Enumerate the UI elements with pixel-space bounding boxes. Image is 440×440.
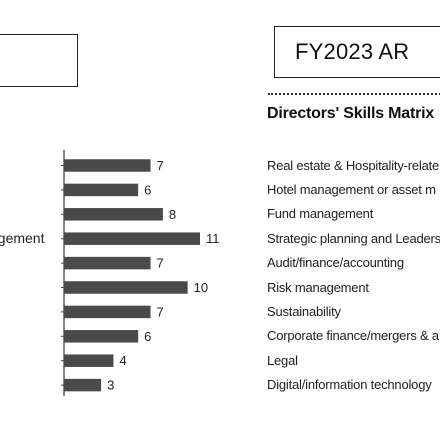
bar-value-label: 6 <box>144 182 151 197</box>
skill-label: Real estate & Hospitality-relate <box>267 157 440 173</box>
skill-label: Sustainability <box>267 303 341 319</box>
bar-value-label: 6 <box>144 329 151 344</box>
skills-matrix-title: Directors' Skills Matrix <box>267 105 435 122</box>
bar <box>64 354 114 367</box>
bar-value-label: 7 <box>157 158 164 173</box>
bar <box>64 281 188 294</box>
bar <box>64 183 139 197</box>
bar <box>64 256 151 270</box>
bar-value-label: 11 <box>206 231 220 246</box>
bar-value-label: 10 <box>194 280 208 295</box>
skill-label: Hotel management or asset m <box>267 181 436 197</box>
report-label-box: FY2023 AR <box>274 26 440 78</box>
dotted-divider <box>268 93 440 95</box>
skill-label: Audit/finance/accounting <box>267 255 404 271</box>
skill-label: Legal <box>267 352 298 368</box>
bar <box>64 232 200 245</box>
bar <box>64 378 102 392</box>
bar <box>64 159 151 172</box>
skill-label: Corporate finance/mergers & a <box>267 328 439 344</box>
truncated-category-label: agement <box>0 230 45 246</box>
skill-label: Risk management <box>267 279 369 295</box>
bar-value-label: 4 <box>119 353 126 368</box>
bar <box>64 208 163 221</box>
bar-value-label: 7 <box>157 256 164 271</box>
bar <box>64 305 151 319</box>
skill-label: Digital/information technology <box>267 377 432 393</box>
bar-value-label: 8 <box>169 207 176 222</box>
report-label: FY2023 AR <box>295 39 410 64</box>
bar-value-label: 7 <box>157 304 164 319</box>
skill-label: Strategic planning and Leaders <box>267 230 440 246</box>
bar <box>64 330 139 343</box>
empty-label-box <box>0 34 78 87</box>
skill-label: Fund management <box>267 206 374 222</box>
bar-value-label: 3 <box>107 378 114 393</box>
